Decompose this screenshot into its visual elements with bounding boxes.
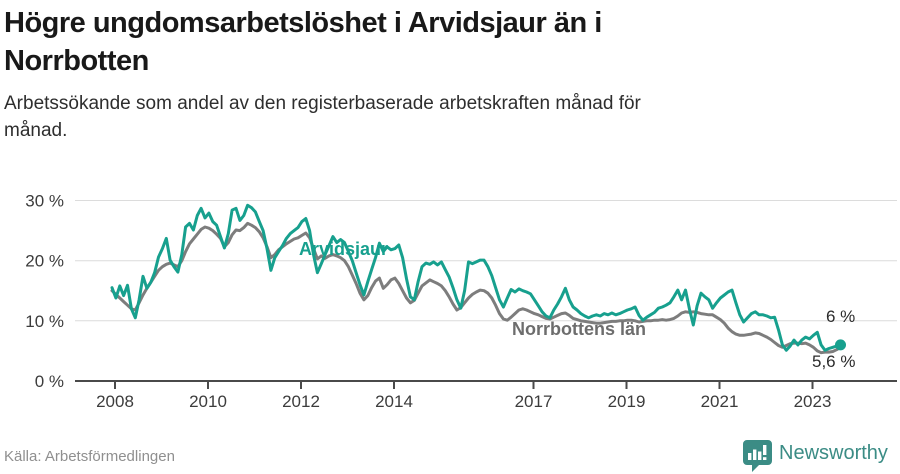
x-axis-label: 2012 [282, 392, 320, 411]
series-line-arvidsjaur [110, 203, 842, 352]
x-axis-label: 2008 [96, 392, 134, 411]
newsworthy-logo-text: Newsworthy [779, 442, 888, 464]
x-axis-label: 2014 [375, 392, 413, 411]
page-title-line-2: Norrbotten [4, 45, 149, 77]
series-label-arvidsjaur: Arvidsjaur [299, 239, 389, 259]
x-axis-label: 2010 [189, 392, 227, 411]
newsworthy-logo-icon [743, 440, 772, 472]
x-axis-label: 2021 [701, 392, 739, 411]
chart-header: Högre ungdomsarbetslöshet i Arvidsjaur ä… [4, 4, 641, 144]
series-line-norrbottens-lan [110, 221, 842, 355]
x-axis-label: 2017 [515, 392, 553, 411]
series-label-norrbottens-lan: Norrbottens län [512, 319, 647, 339]
newsworthy-logo[interactable]: Newsworthy [740, 438, 896, 472]
chart-subtitle-line-1: Arbetssökande som andel av den registerb… [4, 93, 641, 114]
series-end-marker [835, 339, 846, 351]
unemployment-line-chart: 0 % 10 % 20 % 30 % 2008 2010 2012 2014 2017 2019 2… [25, 192, 897, 411]
x-axis-label: 2019 [608, 392, 646, 411]
y-axis-label: 30 % [25, 192, 64, 211]
page-title-line-1: Högre ungdomsarbetslöshet i Arvidsjaur ä… [4, 7, 602, 39]
end-value-label-arvidsjaur: 6 % [826, 307, 856, 326]
y-axis-label: 10 % [25, 312, 64, 331]
source-attribution: Källa: Arbetsförmedlingen [4, 448, 175, 465]
chart-footer: Källa: Arbetsförmedlingen Newsworthy [0, 436, 900, 474]
end-value-label-norrbottens-lan: 5,6 % [812, 352, 856, 371]
y-axis-label: 0 % [35, 372, 64, 391]
y-axis-label: 20 % [25, 252, 64, 271]
x-axis-label: 2023 [794, 392, 832, 411]
chart-subtitle-line-2: månad. [4, 120, 68, 141]
chart-canvas: 0 % 10 % 20 % 30 % 2008 2010 2012 2014 2017 2019 2… [25, 192, 897, 411]
